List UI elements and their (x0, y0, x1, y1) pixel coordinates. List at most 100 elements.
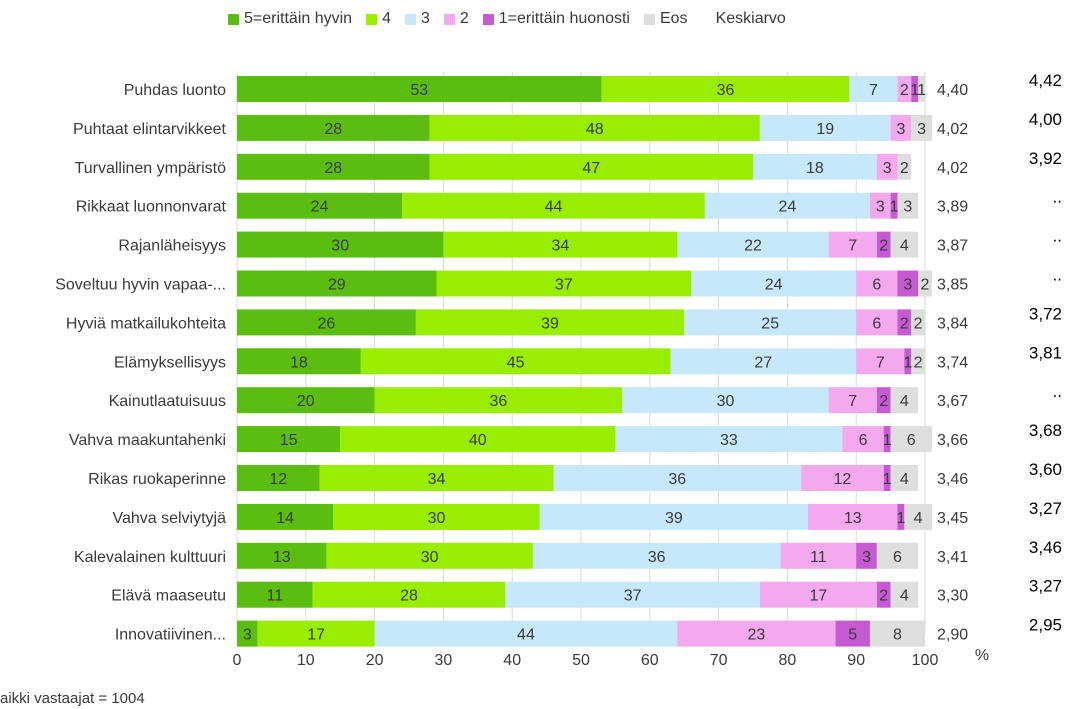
keskiarvo-value: 3,84 (937, 315, 968, 332)
legend-label: 4 (382, 10, 391, 27)
bar-segment (876, 542, 919, 569)
legend-item: 3 (404, 10, 430, 28)
bar-segment (835, 620, 870, 647)
segment-label: 24 (765, 277, 783, 294)
segment-label: 1 (896, 510, 905, 527)
keskiarvo-value: 3,67 (937, 393, 968, 410)
category-label: Vahva selviytyjä (112, 510, 226, 527)
comparison-value: 3,68 (1029, 421, 1062, 440)
bar-segment (237, 231, 444, 258)
x-tick-label: 90 (847, 652, 865, 669)
segment-label: 3 (862, 549, 871, 566)
category-label: Turvallinen ympäristö (75, 160, 227, 177)
segment-label: 40 (469, 432, 487, 449)
bar-segment (677, 231, 829, 258)
segment-label: 36 (648, 549, 666, 566)
keskiarvo-value: 2,90 (937, 627, 968, 644)
bar-segment (601, 76, 850, 102)
category-label: Rajanläheisyys (118, 238, 226, 255)
x-tick-label: 30 (435, 652, 453, 669)
category-label: Rikkaat luonnonvarat (76, 199, 227, 216)
segment-label: 44 (545, 199, 563, 216)
bar-segment (897, 270, 919, 297)
bar-segment (443, 231, 678, 258)
bar-segment (237, 581, 313, 608)
segment-label: 28 (324, 121, 342, 138)
x-tick-label: 80 (779, 652, 797, 669)
bar-segment (237, 114, 430, 141)
comparison-value: 3,92 (1029, 149, 1062, 168)
x-tick-label: 0 (233, 652, 242, 669)
segment-label: 37 (624, 588, 642, 605)
keskiarvo-value: 4,40 (937, 82, 968, 99)
segment-label: 2 (914, 354, 923, 371)
chart-legend: 5=erittäin hyvin 4 3 2 1=erittäin huonosti Eo… (228, 10, 786, 28)
bar-segment (237, 503, 334, 530)
footnote: aikki vastaajat = 1004 (0, 690, 145, 707)
bar-segment (904, 503, 932, 530)
segment-label: 30 (428, 510, 446, 527)
x-tick-label: 10 (297, 652, 315, 669)
bar-segment (691, 270, 857, 297)
segment-label: 2 (900, 315, 909, 332)
segment-label: 19 (816, 121, 834, 138)
category-label: Hyviä matkailukohteita (66, 315, 226, 332)
x-tick-label: 20 (366, 652, 384, 669)
category-label: Elävä maaseutu (111, 588, 226, 605)
bar-segment (704, 192, 870, 219)
segment-label: 23 (748, 627, 766, 644)
segment-label: 53 (410, 82, 428, 99)
comparison-value: 3,27 (1029, 499, 1062, 518)
bar-segment (237, 76, 602, 102)
segment-label: 14 (276, 510, 294, 527)
bar-segment (883, 465, 891, 491)
bar-segment (402, 192, 705, 219)
bar-segment (670, 348, 857, 375)
bar-segment (876, 231, 891, 258)
bar-segment (237, 153, 430, 180)
segment-label: 4 (900, 588, 909, 605)
segment-label: 6 (859, 432, 868, 449)
segment-label: 45 (507, 354, 525, 371)
bar-segment (828, 231, 877, 258)
legend-swatch (366, 13, 378, 25)
segment-label: 30 (331, 238, 349, 255)
segment-label: 6 (872, 315, 881, 332)
category-label: Rikas ruokaperinne (88, 471, 226, 488)
bar-segment (808, 503, 898, 530)
bar-segment (911, 309, 925, 336)
segment-label: 4 (900, 471, 909, 488)
bar-segment (801, 465, 884, 491)
bar-segment (237, 542, 327, 569)
segment-label: 3 (883, 160, 892, 177)
segment-label: 12 (834, 471, 852, 488)
comparison-value: 3,72 (1029, 304, 1062, 323)
bar-segment (911, 76, 919, 102)
x-tick-label: 40 (503, 652, 521, 669)
x-tick-label: 50 (572, 652, 590, 669)
segment-label: 13 (273, 549, 291, 566)
category-label: Puhtaat elintarvikkeet (73, 121, 227, 138)
segment-label: 47 (582, 160, 600, 177)
bar-segment (333, 503, 540, 530)
bar-segment (237, 465, 320, 491)
category-label: Kainutlaatuisuus (109, 393, 226, 410)
bar-segment (553, 465, 802, 491)
segment-label: 1 (917, 82, 926, 99)
bar-segment (904, 348, 912, 375)
keskiarvo-value: 3,66 (937, 432, 968, 449)
bar-segment (532, 542, 781, 569)
segment-label: 20 (297, 393, 315, 410)
bar-segment (897, 309, 912, 336)
keskiarvo-value: 4,02 (937, 160, 968, 177)
legend-label: 2 (459, 10, 469, 27)
keskiarvo-value: 3,89 (937, 199, 968, 216)
keskiarvo-value: 3,41 (937, 549, 968, 566)
bar-segment (237, 426, 341, 453)
segment-label: 39 (541, 315, 559, 332)
segment-label: 2 (879, 238, 888, 255)
segment-label: 2 (921, 277, 930, 294)
segment-label: 17 (809, 588, 827, 605)
bar-segment (374, 620, 678, 647)
legend-label: Eos (659, 10, 688, 27)
